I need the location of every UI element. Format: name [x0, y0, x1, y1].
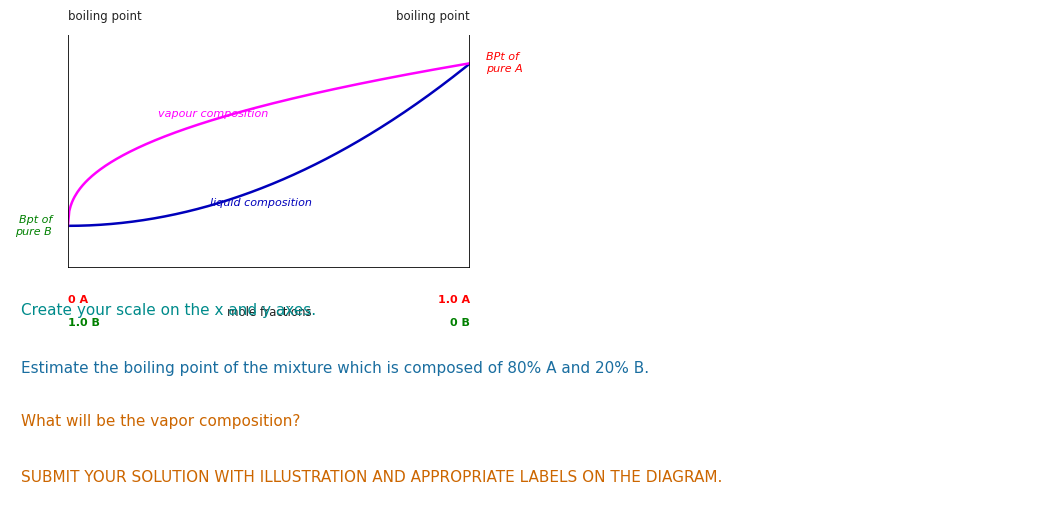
- Text: liquid composition: liquid composition: [210, 197, 312, 208]
- Text: Create your scale on the x and y axes.: Create your scale on the x and y axes.: [21, 303, 316, 318]
- Text: 0 B: 0 B: [450, 318, 470, 328]
- Text: 0 A: 0 A: [68, 295, 88, 306]
- Text: SUBMIT YOUR SOLUTION WITH ILLUSTRATION AND APPROPRIATE LABELS ON THE DIAGRAM.: SUBMIT YOUR SOLUTION WITH ILLUSTRATION A…: [21, 470, 722, 485]
- Text: 1.0 B: 1.0 B: [68, 318, 100, 328]
- Text: vapour composition: vapour composition: [158, 109, 268, 119]
- Text: boiling point: boiling point: [68, 10, 142, 23]
- Text: What will be the vapor composition?: What will be the vapor composition?: [21, 414, 300, 429]
- Text: Estimate the boiling point of the mixture which is composed of 80% A and 20% B.: Estimate the boiling point of the mixtur…: [21, 361, 649, 376]
- Text: mole fractions: mole fractions: [227, 306, 311, 319]
- Text: Bpt of
pure B: Bpt of pure B: [15, 215, 52, 237]
- Text: BPt of
pure A: BPt of pure A: [486, 53, 524, 74]
- Text: 1.0 A: 1.0 A: [438, 295, 470, 306]
- Text: boiling point: boiling point: [396, 10, 470, 23]
